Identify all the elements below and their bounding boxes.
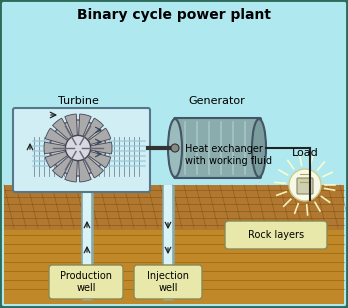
Circle shape (289, 169, 321, 201)
Ellipse shape (252, 119, 266, 177)
Text: Turbine: Turbine (57, 96, 98, 106)
Circle shape (171, 144, 179, 152)
Wedge shape (65, 114, 78, 148)
Wedge shape (53, 148, 78, 178)
Text: Rock layers: Rock layers (248, 230, 304, 240)
Circle shape (50, 120, 106, 176)
Wedge shape (78, 148, 103, 178)
FancyBboxPatch shape (174, 118, 261, 178)
FancyBboxPatch shape (134, 265, 202, 299)
Bar (4, 230, 344, 304)
Bar (30, 135, 148, 178)
Wedge shape (44, 142, 78, 154)
Text: Heat exchanger
with working fluid: Heat exchanger with working fluid (185, 144, 272, 166)
FancyBboxPatch shape (49, 265, 123, 299)
Circle shape (65, 136, 90, 160)
Wedge shape (65, 148, 78, 182)
Bar (4, 185, 344, 230)
Text: Injection
well: Injection well (147, 271, 189, 293)
Wedge shape (45, 148, 78, 168)
Text: Binary cycle power plant: Binary cycle power plant (77, 8, 271, 22)
FancyBboxPatch shape (225, 221, 327, 249)
Wedge shape (78, 142, 112, 154)
FancyBboxPatch shape (13, 108, 150, 192)
Wedge shape (78, 114, 91, 148)
Ellipse shape (168, 119, 182, 177)
FancyBboxPatch shape (297, 178, 313, 194)
Text: Load: Load (292, 148, 318, 158)
Text: Generator: Generator (189, 96, 245, 106)
Wedge shape (78, 118, 103, 148)
Wedge shape (78, 148, 111, 168)
Wedge shape (78, 148, 91, 182)
Wedge shape (78, 128, 111, 148)
Wedge shape (45, 128, 78, 148)
Text: Production
well: Production well (60, 271, 112, 293)
Wedge shape (53, 118, 78, 148)
